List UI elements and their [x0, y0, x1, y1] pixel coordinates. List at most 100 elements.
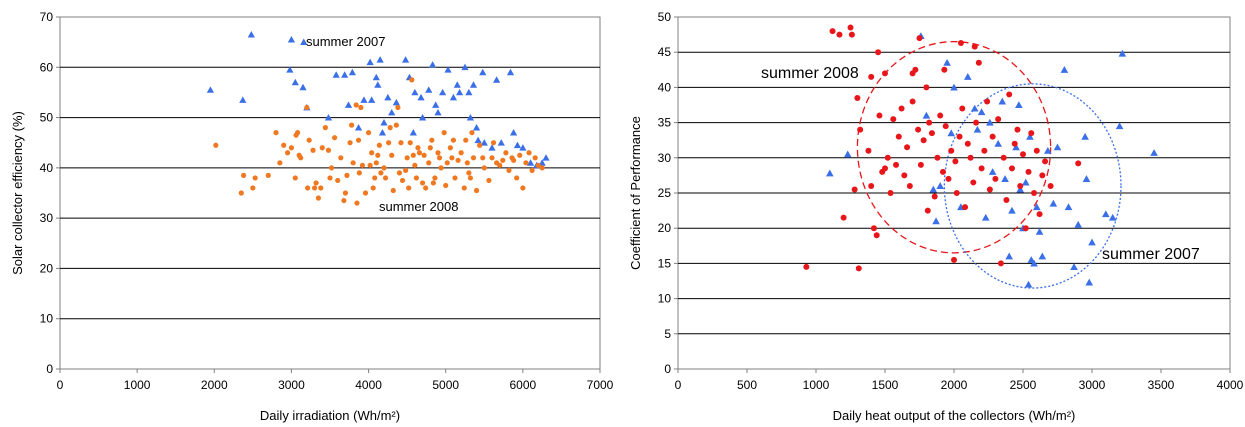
- y-tick-label: 70: [40, 10, 54, 24]
- data-point-circle: [981, 147, 988, 154]
- data-point-triangle: [1082, 175, 1091, 182]
- data-point-circle: [298, 155, 304, 161]
- data-point-circle: [1036, 211, 1043, 218]
- data-point-circle: [452, 175, 458, 181]
- data-point-triangle: [932, 217, 940, 225]
- data-point-circle: [359, 162, 365, 168]
- data-point-triangle: [461, 63, 469, 71]
- data-point-circle: [367, 162, 373, 168]
- data-point-circle: [304, 104, 310, 111]
- data-point-circle: [322, 125, 328, 131]
- data-point-triangle: [843, 150, 852, 158]
- data-point-triangle: [1030, 259, 1038, 267]
- data-point-triangle: [366, 58, 374, 66]
- data-point-circle: [970, 179, 977, 186]
- data-point-circle: [887, 190, 894, 196]
- data-point-circle: [406, 185, 412, 191]
- data-point-circle: [829, 28, 836, 35]
- data-point-triangle: [1118, 49, 1127, 57]
- data-point-circle: [455, 157, 461, 163]
- ellipses-right: [856, 40, 1122, 289]
- data-point-triangle: [950, 83, 958, 91]
- highlight-ellipse: [943, 83, 1122, 289]
- data-point-circle: [284, 150, 291, 156]
- x-tick-label: 4000: [1217, 378, 1244, 392]
- data-point-circle: [945, 175, 952, 182]
- data-point-circle: [335, 177, 341, 184]
- data-point-circle: [959, 105, 966, 112]
- data-point-triangle: [1033, 203, 1041, 211]
- data-point-triangle: [1015, 101, 1023, 109]
- data-point-circle: [848, 31, 855, 38]
- data-point-circle: [421, 152, 427, 158]
- x-tick-label: 5000: [432, 378, 459, 392]
- data-point-circle: [973, 119, 980, 126]
- data-point-triangle: [474, 136, 482, 144]
- data-point-triangle: [374, 81, 382, 88]
- data-point-circle: [288, 145, 295, 151]
- data-point-triangle: [1053, 143, 1062, 151]
- data-point-circle: [328, 165, 335, 171]
- data-point-circle: [426, 160, 432, 166]
- data-point-triangle: [513, 141, 522, 149]
- data-point-circle: [432, 175, 438, 181]
- annotation-summer-2008-left: summer 2008: [379, 199, 458, 214]
- data-point-circle: [354, 200, 360, 206]
- data-point-circle: [868, 73, 875, 80]
- data-point-circle: [356, 170, 362, 176]
- x-tick-label: 2500: [1010, 378, 1037, 392]
- data-point-circle: [447, 145, 453, 151]
- x-tick-label: 2000: [941, 378, 968, 392]
- data-point-triangle: [392, 98, 400, 106]
- data-point-circle: [917, 161, 924, 168]
- plot-area-left: [59, 16, 601, 370]
- x-tick-label: 7000: [587, 378, 614, 392]
- data-point-triangle: [542, 154, 550, 161]
- data-point-circle: [840, 214, 847, 221]
- data-point-circle: [923, 84, 930, 91]
- data-point-triangle: [449, 93, 458, 101]
- data-point-triangle: [1115, 122, 1124, 130]
- data-point-triangle: [506, 68, 515, 76]
- data-point-triangle: [286, 66, 294, 73]
- data-point-circle: [378, 170, 384, 176]
- y-tick-label: 15: [658, 256, 672, 270]
- data-point-triangle: [510, 129, 518, 136]
- data-point-triangle: [206, 86, 215, 93]
- x-axis-title-right: Daily heat output of the collectors (Wh/…: [833, 408, 1076, 423]
- data-point-triangle: [453, 81, 461, 88]
- data-point-triangle: [994, 139, 1002, 147]
- data-point-triangle: [929, 185, 938, 193]
- data-point-circle: [461, 185, 467, 191]
- data-point-triangle: [998, 97, 1007, 105]
- data-point-circle: [444, 160, 450, 166]
- data-point-circle: [381, 165, 387, 171]
- data-point-circle: [310, 147, 316, 153]
- x-tick-label: 3000: [1079, 378, 1106, 392]
- data-point-circle: [909, 98, 916, 105]
- data-point-triangle: [402, 56, 410, 63]
- data-point-circle: [882, 70, 888, 77]
- data-point-circle: [517, 152, 523, 158]
- x-tick-label: 500: [737, 378, 757, 392]
- data-point-circle: [1008, 165, 1015, 172]
- data-point-triangle: [480, 139, 488, 146]
- data-point-circle: [441, 130, 447, 136]
- y-tick-label: 20: [40, 261, 54, 275]
- data-point-triangle: [239, 96, 247, 103]
- data-point-circle: [984, 98, 991, 105]
- x-tick-label: 4000: [355, 378, 382, 392]
- data-point-triangle: [299, 83, 307, 91]
- data-point-circle: [939, 168, 946, 175]
- x-tick-label: 1000: [124, 378, 151, 392]
- data-point-circle: [481, 165, 487, 171]
- data-point-circle: [370, 185, 376, 191]
- data-point-circle: [238, 190, 244, 196]
- data-point-circle: [338, 155, 344, 161]
- data-point-triangle: [1081, 132, 1089, 140]
- annotation-summer-2008-right: summer 2008: [761, 65, 859, 82]
- data-point-triangle: [973, 125, 982, 133]
- data-point-circle: [473, 187, 480, 194]
- data-point-circle: [342, 190, 349, 196]
